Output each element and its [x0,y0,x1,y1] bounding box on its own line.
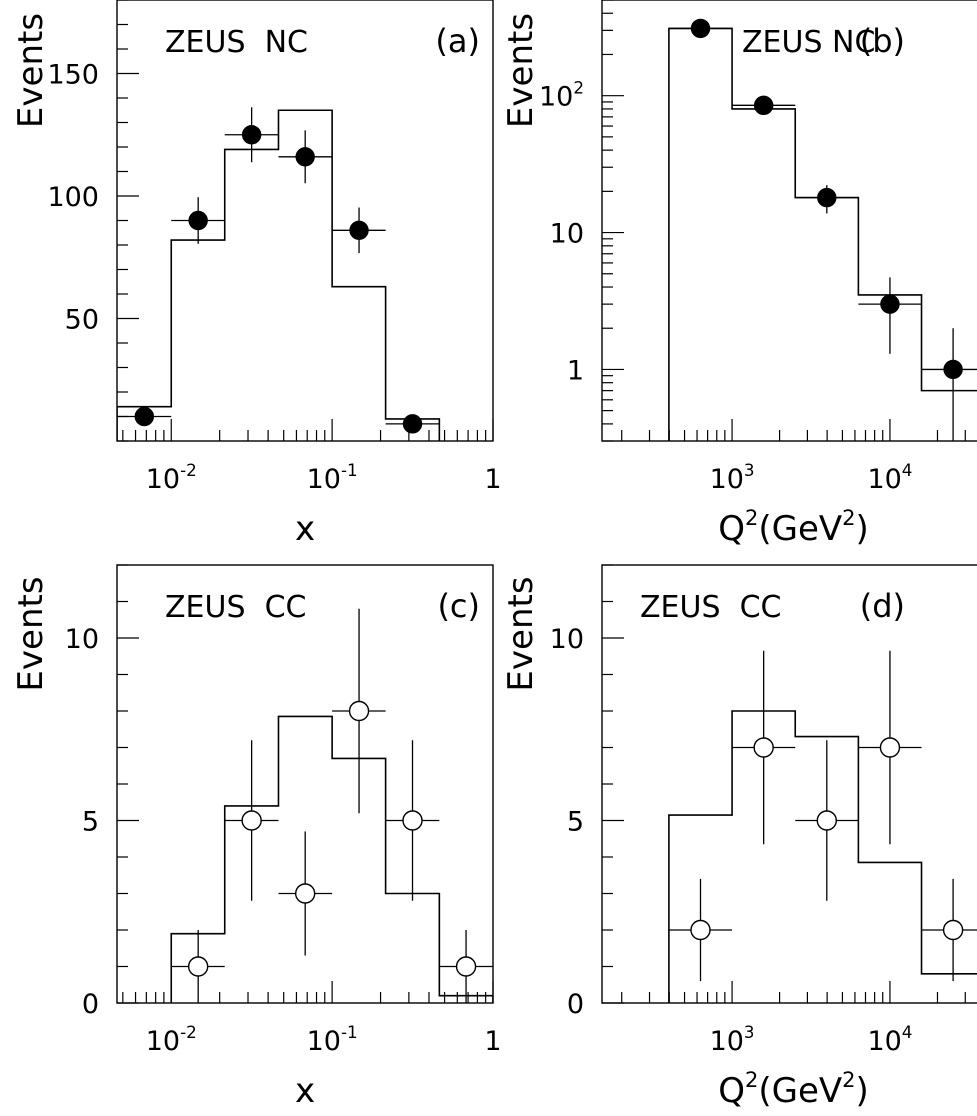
panel-c: 0 5 10 10-2 10-1 1 Events x ZEUS CC (c) [11,564,502,1111]
open-marker [402,810,423,831]
x-axis-label: x [295,509,315,549]
x-tick-label: 10-1 [307,460,358,495]
open-marker [942,919,964,941]
y-tick-label: 102 [539,78,584,113]
open-marker [241,810,262,831]
panel-label: (b) [860,22,905,60]
y-tick-label: 10 [65,624,99,655]
mc-histogram [117,109,441,441]
y-axis-label: Events [11,576,51,691]
y-axis-label: Events [501,13,541,128]
open-marker [187,956,209,977]
open-marker [879,737,901,758]
filled-marker [943,359,963,380]
panel-b: 1 10 102 103 104 Events Q2(GeV2) ZEUS NC(b) [501,0,977,549]
x-tick-label: 104 [867,1022,912,1057]
data-point [224,107,279,163]
data-point [278,130,333,184]
data-point [385,740,440,901]
open-marker [690,919,711,941]
y-axis-label: Events [11,13,51,128]
filled-marker [817,187,837,208]
data-point [117,406,172,427]
y-tick-label: 10 [550,624,584,655]
y-tick-label: 50 [65,305,99,336]
y-tick-label: 0 [82,989,99,1020]
data-point [385,414,440,434]
data-point [278,831,333,956]
y-tick-label: 100 [47,182,99,213]
panel-label: (c) [437,587,480,625]
data-point [732,95,796,116]
y-tick-label: 1 [567,355,584,386]
x-tick-label: 103 [710,460,755,495]
data-point [795,185,859,214]
open-marker [816,810,837,831]
x-tick-label: 10-2 [146,1022,197,1057]
x-tick-label: 104 [867,460,912,495]
chart-title: ZEUS CC [640,590,781,625]
data-point [668,878,733,982]
filled-marker [402,414,423,434]
x-tick-label: 1 [484,1026,501,1057]
filled-marker [880,294,900,314]
y-tick-label: 10 [550,219,584,250]
x-tick-label: 10-1 [307,1022,358,1057]
panel-label: (d) [860,587,905,625]
data-point [171,930,225,1003]
data-point [858,650,922,845]
y-tick-label: 0 [567,989,584,1020]
chart-title: ZEUS CC [165,590,306,625]
filled-marker [188,210,208,231]
data-point [224,740,279,901]
data-point [732,650,796,845]
open-marker [294,883,316,904]
chart-title: ZEUS NC [742,25,875,60]
data-point [332,207,386,254]
plot-frame [601,0,977,442]
data-point [795,740,859,901]
y-tick-label: 5 [567,807,584,838]
data-point [439,930,493,1003]
filled-marker [134,406,155,427]
y-tick-label: 5 [82,807,99,838]
panel-label: (a) [435,22,480,60]
data-point [921,878,977,982]
y-tick-label: 150 [47,60,99,91]
filled-marker [241,125,262,145]
mc-histogram [668,27,977,441]
data-point [171,197,225,244]
data-point [858,277,922,354]
data-point [332,608,386,814]
filled-marker [295,147,315,167]
open-marker [753,737,774,758]
filled-marker [690,18,711,39]
mc-histogram [170,715,493,1003]
data-point [668,18,733,39]
chart-title: ZEUS NC [165,25,308,60]
data-point [921,328,977,441]
y-axis-label: Events [501,576,541,691]
panel-d: 0 5 10 103 104 Events Q2(GeV2) ZEUS CC (d) [501,564,977,1111]
x-axis-label: Q2(GeV2) [718,506,869,549]
filled-marker [753,95,774,116]
mc-histogram [668,710,977,1003]
panel-a: 50 100 150 10-2 10-1 1 Events x ZEUS NC (a) [11,0,502,549]
x-axis-label: Q2(GeV2) [718,1068,869,1111]
open-marker [455,956,477,977]
open-marker [348,700,370,722]
x-tick-label: 103 [710,1022,755,1057]
filled-marker [349,220,369,241]
x-tick-label: 10-2 [146,460,197,495]
x-tick-label: 1 [484,464,501,495]
x-axis-label: x [295,1071,315,1111]
